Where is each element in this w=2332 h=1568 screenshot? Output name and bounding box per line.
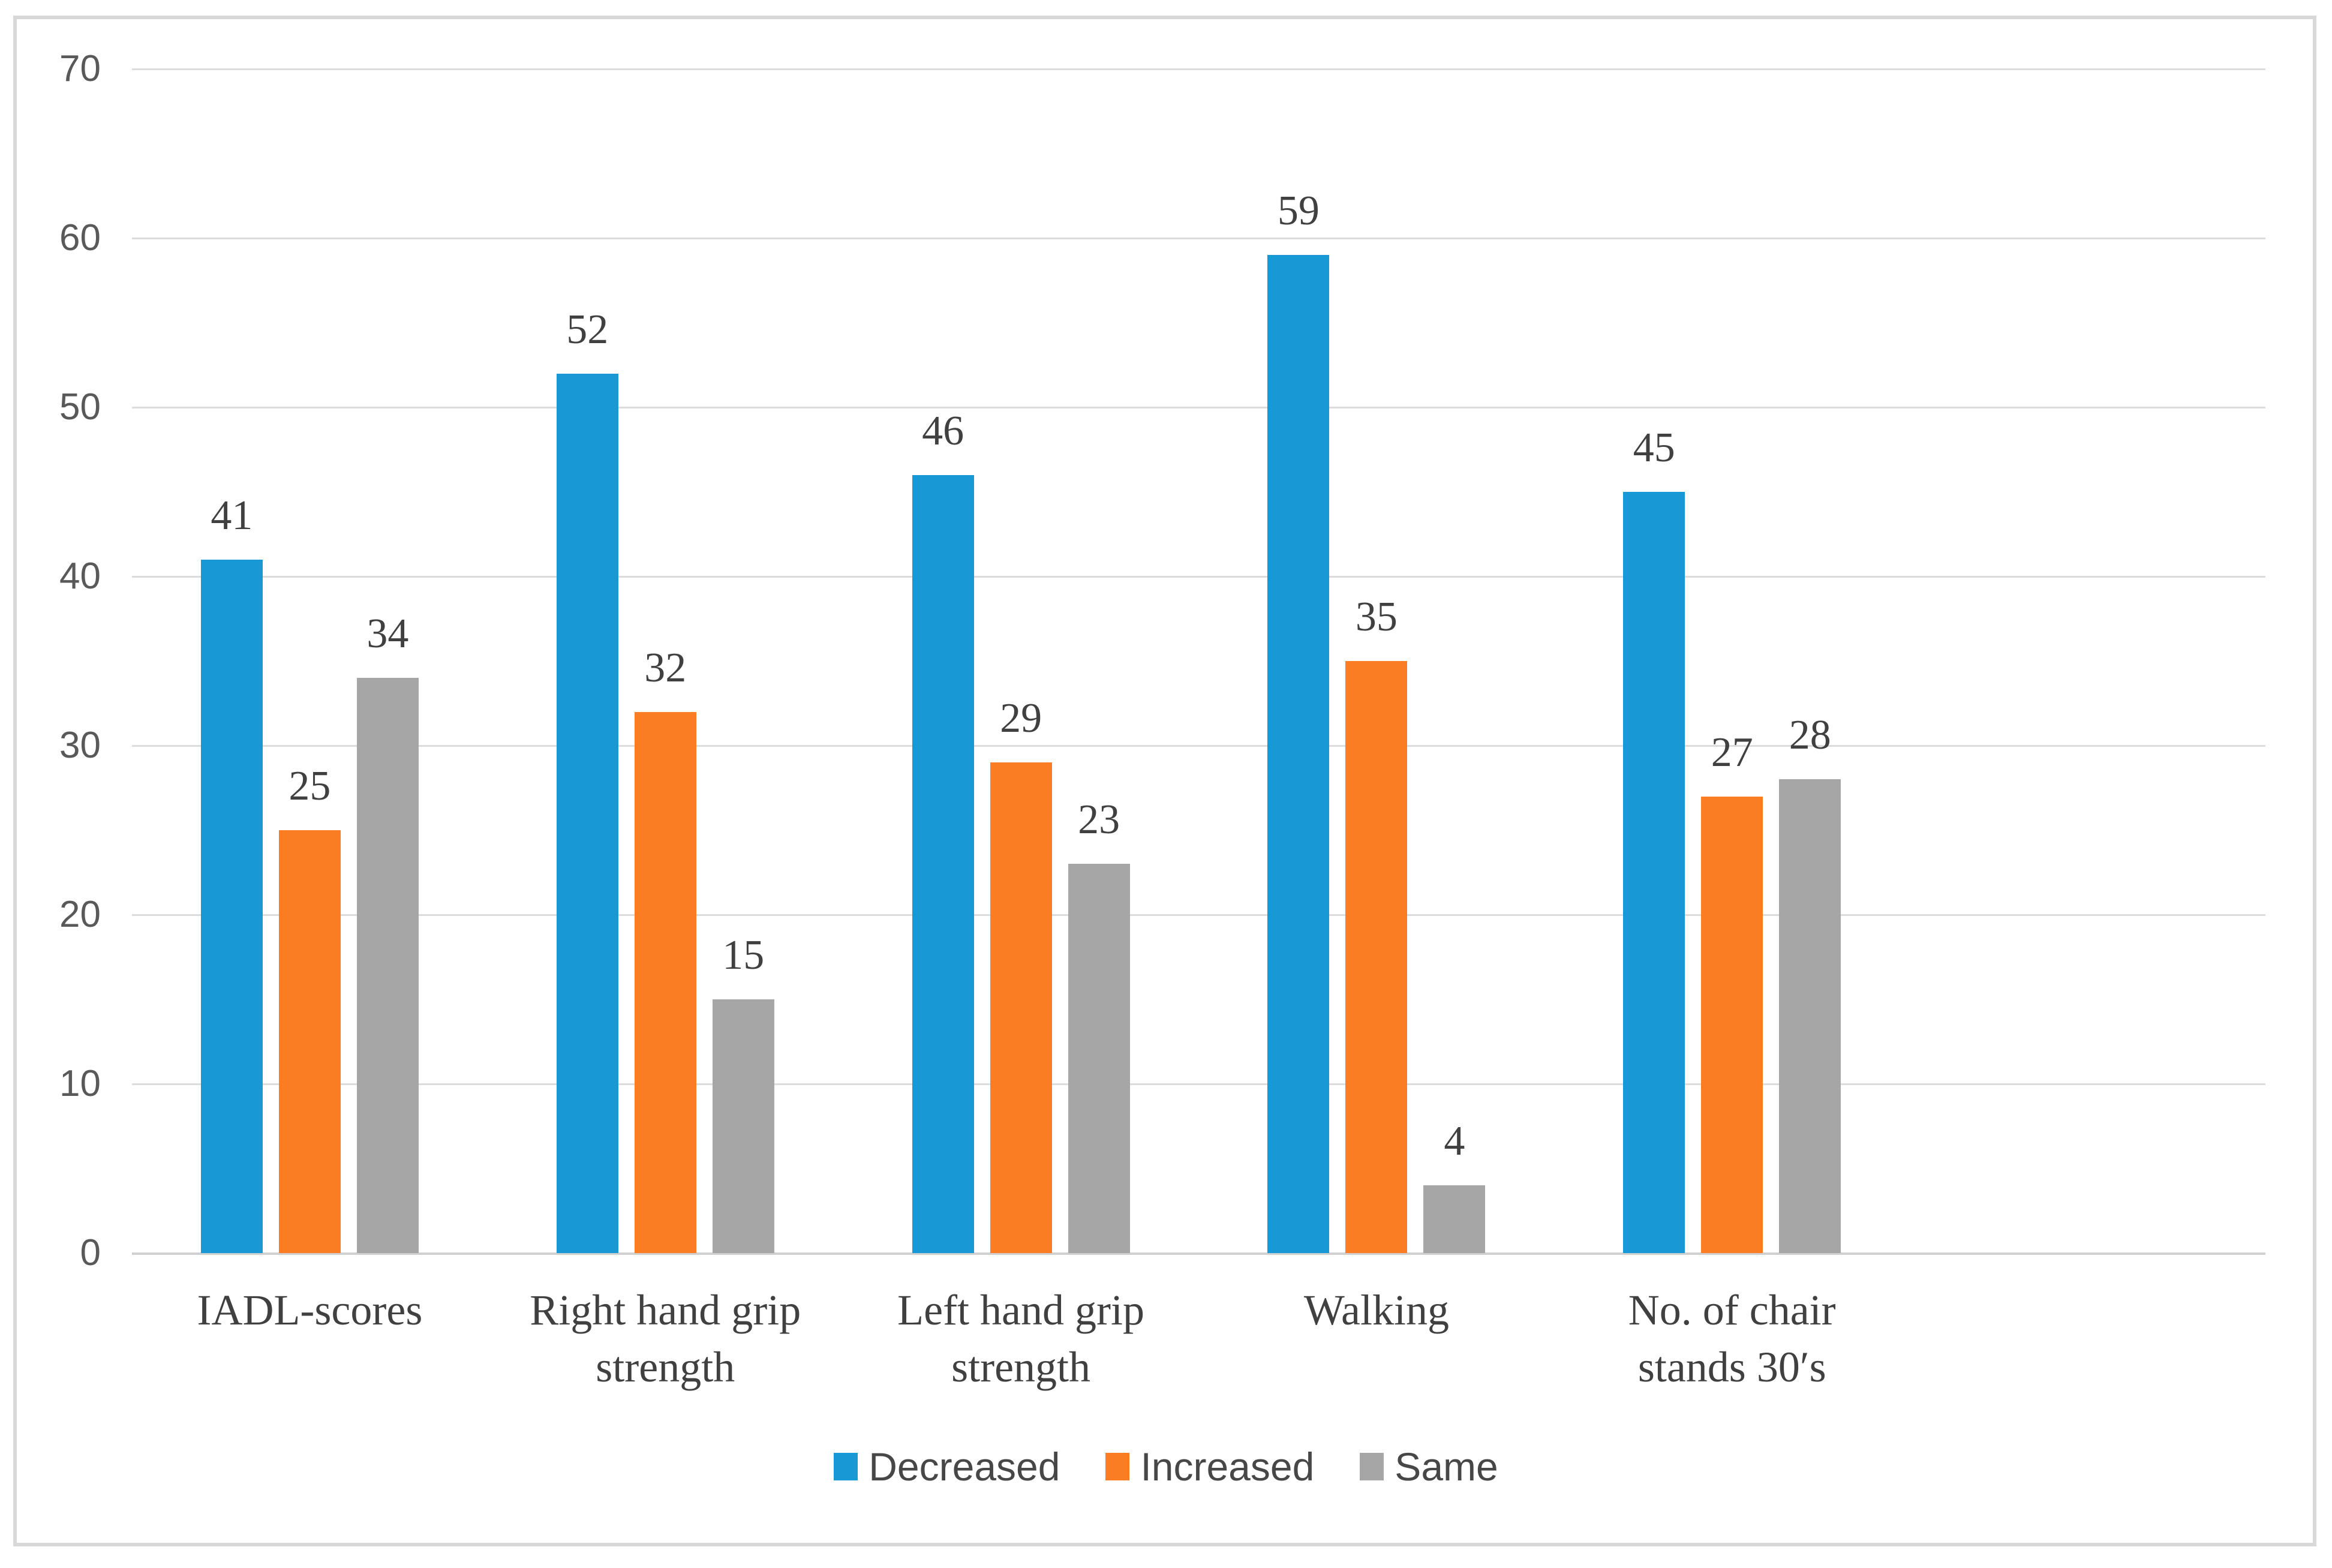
bar-same: 15 (712, 935, 774, 1253)
y-axis-tick-label: 10 (59, 1063, 101, 1104)
y-axis-tick-label: 20 (59, 894, 101, 935)
y-axis-tick-label: 60 (59, 217, 101, 259)
gridline (132, 576, 2265, 578)
bar-group: 46 29 23 (843, 69, 1199, 1253)
bar-value-label: 34 (366, 611, 409, 657)
gridline (132, 238, 2265, 239)
x-axis-slot: Walking (1198, 1282, 1554, 1396)
legend-item-increased: Increased (1105, 1447, 1314, 1486)
x-axis-category-label: Walking (1303, 1286, 1449, 1334)
bar-value-label: 4 (1444, 1118, 1465, 1165)
bar-value-label: 29 (1000, 695, 1042, 742)
bar-group: 45 27 28 (1554, 69, 1910, 1253)
x-axis-line (132, 1252, 2265, 1255)
x-axis-category-label: IADL-scores (197, 1286, 423, 1334)
legend-swatch (1105, 1453, 1130, 1480)
bar-same: 34 (356, 613, 419, 1253)
x-axis-slot: IADL-scores (132, 1282, 488, 1396)
bar-increased: 35 (1345, 596, 1408, 1253)
bar-increased: 25 (278, 765, 341, 1253)
bar-value-label: 59 (1277, 188, 1320, 235)
x-axis-category-row: IADL-scores Right hand grip strength Left … (132, 1282, 2265, 1396)
x-axis-slot: Right hand grip strength (488, 1282, 843, 1396)
plot-area: 41 25 34 52 32 15 46 29 23 59 35 4 45 27 28 (132, 68, 2265, 1255)
x-axis-slot: Left hand grip strength (843, 1282, 1199, 1396)
bar-value-label: 15 (722, 932, 765, 978)
y-axis: 0 10 20 30 40 50 60 70 (0, 50, 101, 1272)
x-axis-category-label: Right hand grip strength (530, 1286, 801, 1391)
bar-increased: 29 (990, 698, 1052, 1253)
gridline (132, 1083, 2265, 1085)
x-axis-category-label: Left hand grip strength (897, 1286, 1144, 1391)
bar-same: 4 (1423, 1121, 1486, 1253)
gridline (132, 68, 2265, 70)
bar-decreased: 52 (556, 308, 618, 1253)
x-axis-slot: No. of chair stands 30′s (1554, 1282, 1910, 1396)
legend-item-same: Same (1360, 1447, 1498, 1486)
empty-slot (1910, 69, 2265, 1253)
y-axis-tick-label: 50 (59, 386, 101, 428)
bar-value-label: 35 (1355, 594, 1398, 640)
y-axis-tick-label: 30 (59, 725, 101, 766)
x-axis-category-label: No. of chair stands 30′s (1628, 1286, 1836, 1391)
legend-label: Increased (1140, 1444, 1315, 1489)
bar-value-label: 41 (211, 492, 253, 539)
legend-swatch (834, 1453, 858, 1480)
bar-value-label: 46 (922, 407, 964, 454)
bar-decreased: 45 (1623, 427, 1685, 1253)
gridline (132, 745, 2265, 747)
legend: Decreased Increased Same (0, 1447, 2332, 1486)
y-axis-tick-label: 0 (80, 1232, 101, 1273)
bar-decreased: 41 (200, 494, 263, 1253)
bar-group: 59 35 4 (1198, 69, 1554, 1253)
bar-value-label: 32 (644, 644, 687, 691)
y-axis-tick-label: 40 (59, 555, 101, 597)
y-axis-tick-label: 70 (59, 48, 101, 89)
bar-groups: 41 25 34 52 32 15 46 29 23 59 35 4 45 27 28 (132, 69, 2265, 1253)
bar-value-label: 52 (566, 306, 609, 353)
bar-value-label: 27 (1711, 729, 1753, 776)
bar-value-label: 25 (289, 763, 331, 809)
legend-label: Same (1395, 1444, 1498, 1489)
gridline (132, 914, 2265, 916)
legend-label: Decreased (869, 1444, 1060, 1489)
bar-decreased: 59 (1267, 190, 1330, 1253)
bar-value-label: 23 (1078, 797, 1120, 843)
legend-swatch (1360, 1453, 1384, 1480)
bar-value-label: 28 (1789, 712, 1831, 759)
bar-decreased: 46 (912, 410, 974, 1253)
bar-same: 28 (1779, 714, 1841, 1253)
gridline (132, 407, 2265, 408)
legend-item-decreased: Decreased (834, 1447, 1060, 1486)
x-axis-slot (1910, 1282, 2265, 1396)
bar-increased: 32 (634, 647, 696, 1253)
bar-group: 41 25 34 (132, 69, 488, 1253)
bar-same: 23 (1068, 799, 1130, 1253)
bar-increased: 27 (1701, 731, 1763, 1253)
bar-group: 52 32 15 (488, 69, 843, 1253)
bar-value-label: 45 (1633, 425, 1675, 471)
